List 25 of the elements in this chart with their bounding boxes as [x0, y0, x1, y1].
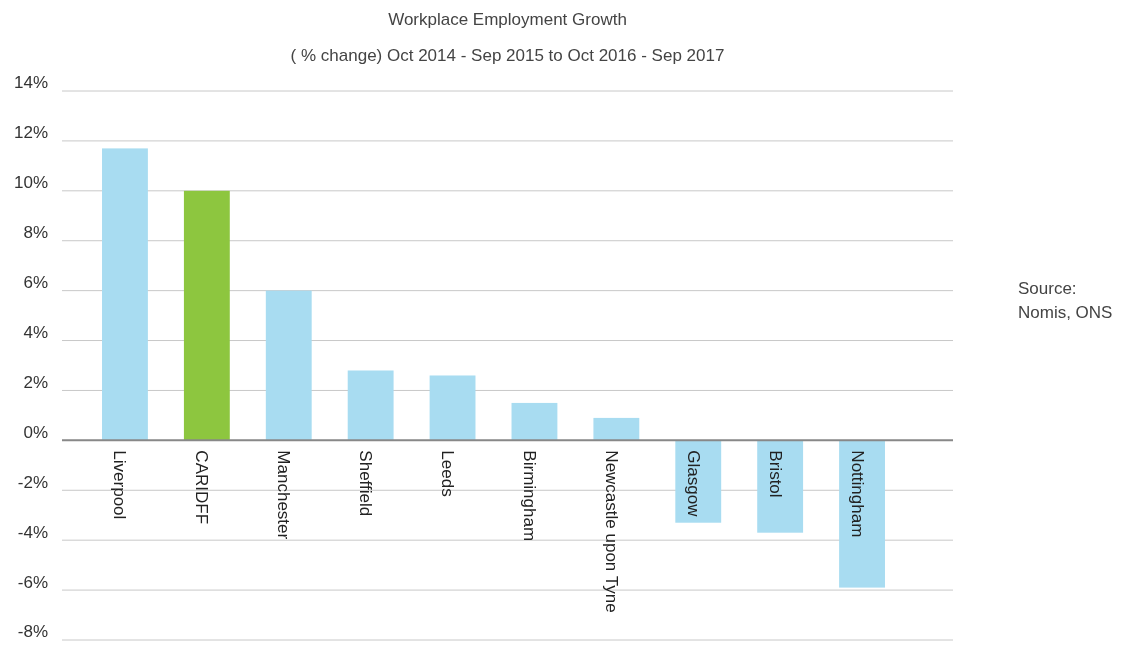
- x-tick-label: Manchester: [274, 450, 294, 540]
- x-tick-label: Birmingham: [519, 450, 539, 542]
- y-tick-label: -4%: [17, 522, 48, 542]
- x-tick-label: Newcastle upon Tyne: [601, 450, 621, 613]
- y-tick-label: -8%: [17, 622, 48, 642]
- y-tick-label: 0%: [23, 422, 48, 442]
- y-tick-label: -2%: [17, 472, 48, 492]
- y-tick-label: 2%: [23, 372, 48, 392]
- y-tick-label: 8%: [23, 223, 48, 243]
- y-tick-label: 10%: [13, 173, 48, 193]
- y-tick-label: -6%: [17, 572, 48, 592]
- y-tick-label: 12%: [13, 123, 48, 143]
- source-note: Source: Nomis, ONS: [1018, 279, 1113, 322]
- x-tick-label: Sheffield: [356, 450, 376, 517]
- y-tick-label: 14%: [13, 73, 48, 93]
- chart-subtitle: ( % change) Oct 2014 - Sep 2015 to Oct 2016 - Sep 2017: [290, 46, 725, 65]
- x-tick-label: CARIDFF: [192, 450, 212, 525]
- chart-title: Workplace Employment Growth: [388, 10, 627, 29]
- x-tick-label: Liverpool: [110, 450, 130, 520]
- x-tick-label: Glasgow: [683, 450, 703, 518]
- x-tick-label: Leeds: [438, 450, 458, 497]
- y-tick-label: 6%: [23, 273, 48, 293]
- x-tick-label: Bristol: [765, 450, 785, 498]
- y-tick-label: 4%: [23, 323, 48, 342]
- x-tick-label: Nottingham: [847, 450, 867, 538]
